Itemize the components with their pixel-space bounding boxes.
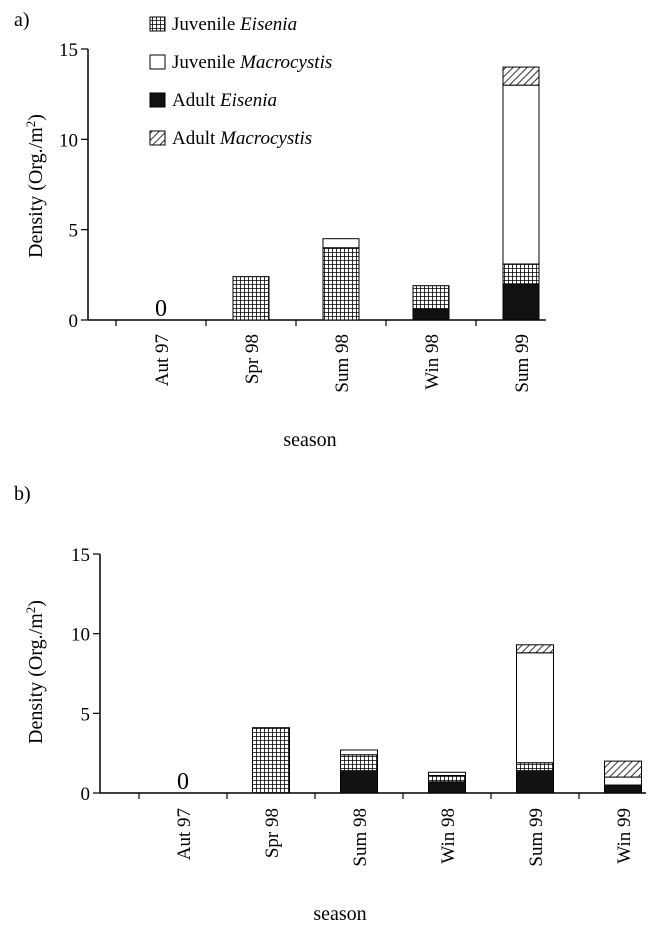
panel-b-bar-segment xyxy=(604,760,642,778)
panel-a-category-label: Spr 98 xyxy=(242,334,263,384)
panel-a-label: a) xyxy=(14,9,30,31)
panel-a-bar-segment xyxy=(322,238,360,249)
panel-b-category-label: Spr 98 xyxy=(262,808,283,858)
panel-b-label: b) xyxy=(14,483,31,505)
panel-b-ytick-label: 5 xyxy=(81,704,91,725)
panel-b-category-label: Sum 99 xyxy=(526,808,547,867)
panel-b-bar-segment xyxy=(516,652,554,764)
panel-a-legend: Juvenile Eisenia Juvenile Macrocystis Adul… xyxy=(149,14,332,149)
panel-b-xlabel: season xyxy=(313,903,366,925)
panel-a-category-label: Sum 99 xyxy=(512,334,533,393)
panel-a-ytick-label: 10 xyxy=(59,130,78,151)
panel-b-category-label: Win 99 xyxy=(614,808,635,864)
panel-b-ylabel: Density (Org./m2) xyxy=(23,600,48,744)
panel-a-bar-segment xyxy=(502,263,540,285)
panel-a-ytick-label: 5 xyxy=(69,221,79,242)
panel-a-ylabel: Density (Org./m2) xyxy=(23,114,48,258)
panel-b-category-label: Sum 98 xyxy=(350,808,371,867)
panel-a-bar-segment xyxy=(322,247,360,321)
panel-b-axes: 0 5 10 15 Aut 97 Spr 98 Sum 98 Win 98 Sum 99 Win … xyxy=(71,545,646,867)
panel-a-bar-segment xyxy=(412,308,450,321)
panel-b-bar-segment xyxy=(516,762,554,772)
panel-b-bar-segment xyxy=(604,784,642,794)
panel-b-bar-segment xyxy=(428,781,466,794)
panel-b-ytick-label: 10 xyxy=(71,625,90,646)
panel-a-category-label: Sum 98 xyxy=(332,334,353,393)
panel-a-ytick-label: 0 xyxy=(69,311,79,332)
legend-entry: Adult Macrocystis xyxy=(172,128,312,149)
panel-b-bar-segment xyxy=(604,776,642,786)
panel-b-bar-segment xyxy=(428,771,466,776)
panel-a-zero-label: 0 xyxy=(155,296,167,322)
panel-a-bar-segment xyxy=(232,276,270,321)
legend-swatch xyxy=(149,130,166,146)
panel-b-zero-label: 0 xyxy=(177,769,189,795)
panel-a-bar-segment xyxy=(502,283,540,321)
panel-a-bar-segment xyxy=(502,84,540,265)
panel-b-ytick-label: 0 xyxy=(81,784,91,805)
panel-a-axes: 0 5 10 15 Aut 97 Spr 98 Sum 98 Win 98 Sum 99 xyxy=(59,40,546,393)
panel-a-bar-segment xyxy=(412,285,450,310)
panel-b-bar-segment xyxy=(428,774,466,783)
legend-swatch xyxy=(149,16,166,32)
panel-a-ytick-label: 15 xyxy=(59,40,78,61)
panel-b: b) 0 5 10 15 Aut 97 Spr 98 Sum 98 Win 98 Sum 99 W… xyxy=(14,483,646,925)
legend-swatch xyxy=(149,54,166,70)
panel-b-bar-segment xyxy=(516,644,554,654)
panel-a-bars: 0 xyxy=(155,66,540,322)
legend-entry: Juvenile Eisenia xyxy=(172,14,297,35)
panel-a-xlabel: season xyxy=(283,429,336,451)
panel-b-ytick-label: 15 xyxy=(71,545,90,566)
panel-b-bars: 0 xyxy=(177,644,642,795)
panel-b-category-label: Aut 97 xyxy=(174,808,195,860)
panel-a-category-label: Win 98 xyxy=(422,334,443,390)
panel-b-bar-segment xyxy=(252,727,290,794)
legend-entry: Juvenile Macrocystis xyxy=(172,52,332,73)
panel-b-category-label: Win 98 xyxy=(438,808,459,864)
panel-b-bar-segment xyxy=(516,770,554,794)
panel-b-bar-segment xyxy=(340,749,378,756)
panel-b-bar-segment xyxy=(340,754,378,772)
panel-b-bar-segment xyxy=(340,770,378,794)
panel-a-bar-segment xyxy=(502,66,540,86)
legend-swatch xyxy=(149,92,166,108)
legend-entry: Adult Eisenia xyxy=(172,90,277,111)
panel-a-category-label: Aut 97 xyxy=(152,334,173,386)
